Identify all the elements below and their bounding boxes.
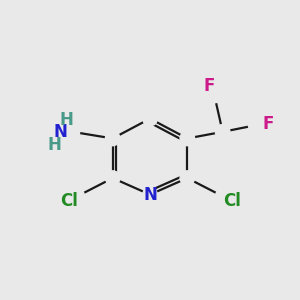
Circle shape — [180, 171, 195, 185]
Circle shape — [105, 131, 120, 146]
Circle shape — [70, 189, 85, 203]
Circle shape — [207, 88, 222, 103]
Circle shape — [215, 189, 230, 203]
Text: F: F — [262, 115, 274, 133]
Circle shape — [105, 171, 120, 185]
Circle shape — [180, 131, 195, 146]
Circle shape — [215, 124, 230, 139]
Text: Cl: Cl — [223, 192, 241, 210]
Text: F: F — [204, 76, 215, 94]
Circle shape — [248, 118, 263, 133]
Text: N: N — [143, 186, 157, 204]
Circle shape — [143, 187, 157, 202]
Circle shape — [143, 111, 157, 126]
Text: Cl: Cl — [60, 192, 78, 210]
Text: H: H — [60, 111, 74, 129]
Circle shape — [65, 124, 80, 139]
Text: N: N — [54, 123, 68, 141]
Text: H: H — [47, 136, 61, 154]
